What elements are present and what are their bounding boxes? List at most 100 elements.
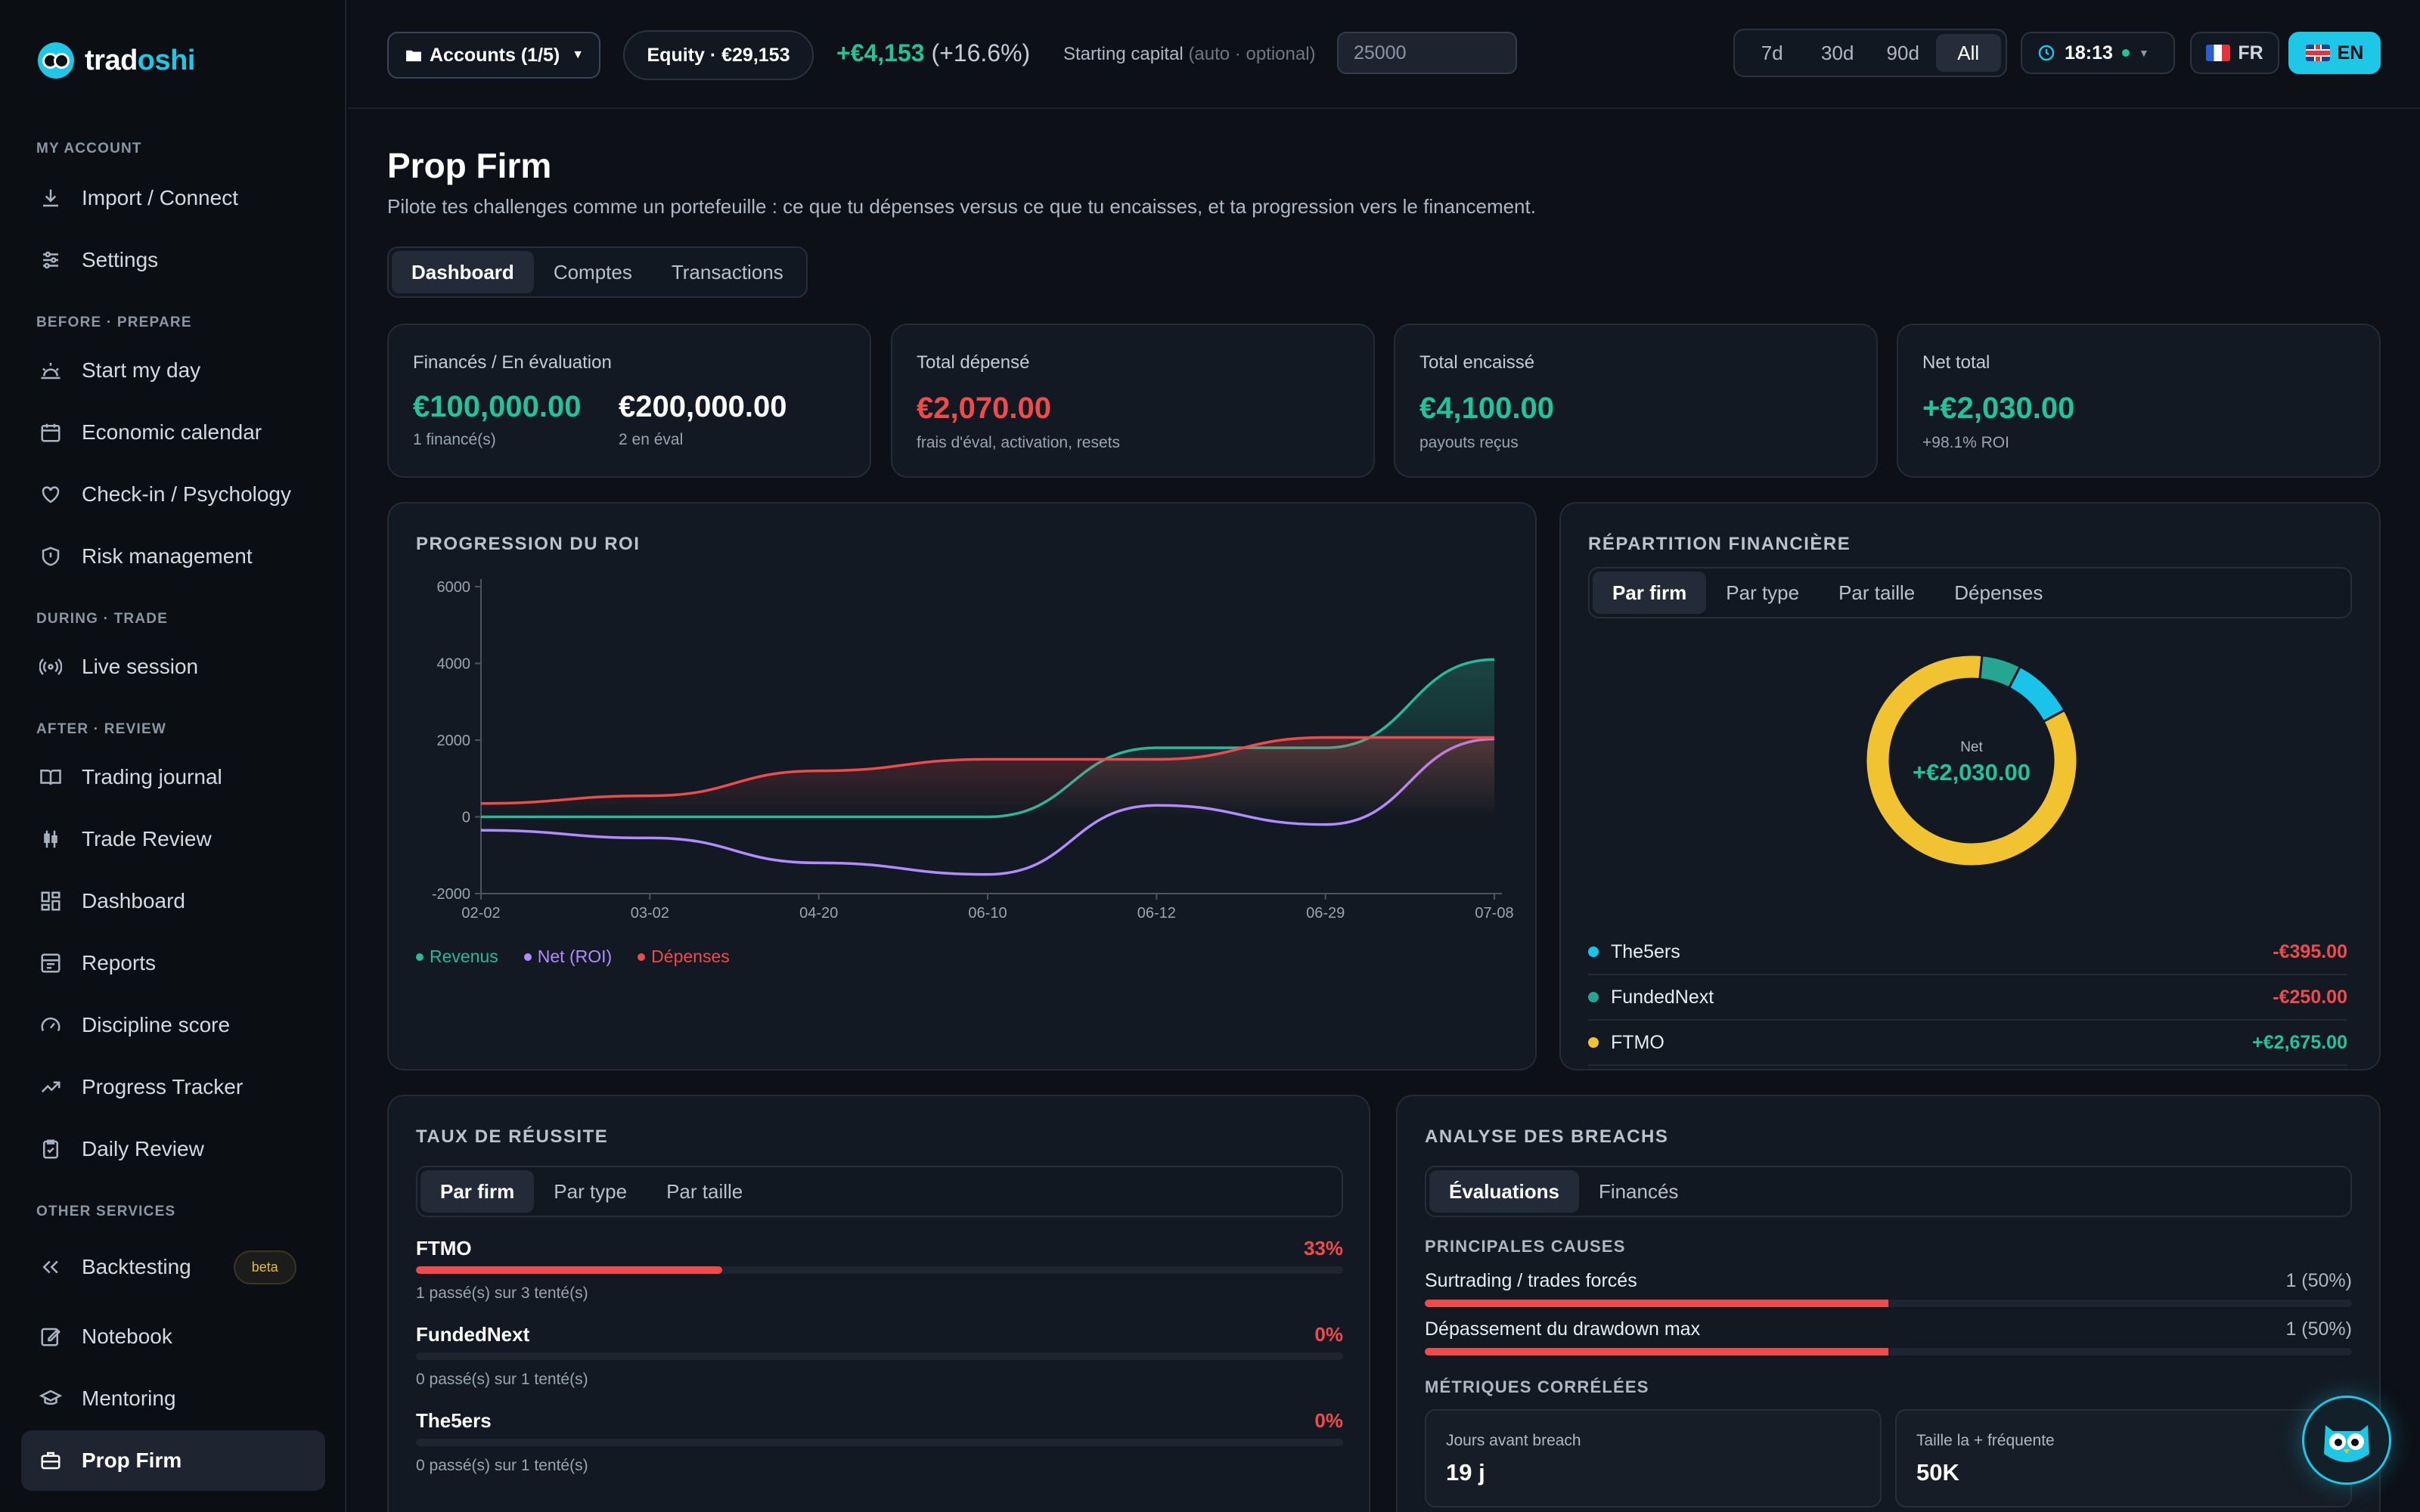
rate-sub: 0 passé(s) sur 1 tenté(s) bbox=[416, 1457, 588, 1474]
eval-value: €200,000.00 bbox=[619, 390, 787, 423]
range-all[interactable]: All bbox=[1935, 34, 2001, 72]
rewind-icon bbox=[39, 1256, 62, 1278]
nav-section-my-account: MY ACCOUNT bbox=[36, 141, 142, 156]
edit-icon bbox=[39, 1325, 62, 1348]
accounts-dropdown[interactable]: Accounts (1/5) ▼ bbox=[387, 32, 600, 79]
lang-en-label: EN bbox=[2337, 42, 2364, 64]
sidebar-item-trading-journal[interactable]: Trading journal bbox=[21, 747, 325, 807]
metric-card: Jours avant breach 19 j bbox=[1425, 1409, 1882, 1507]
funded-sub: 1 financé(s) bbox=[413, 431, 496, 448]
eval-sub: 2 en éval bbox=[619, 431, 684, 448]
sidebar-item-discipline-score[interactable]: Discipline score bbox=[21, 995, 325, 1055]
firm-row[interactable]: FTMO +€2,675.00 bbox=[1588, 1021, 2347, 1066]
firm-row[interactable]: FundedNext -€250.00 bbox=[1588, 975, 2347, 1021]
tab-par-firm[interactable]: Par firm bbox=[1593, 572, 1707, 614]
success-tabs: Par firm Par type Par taille bbox=[416, 1166, 1343, 1217]
sidebar-item-label: Daily Review bbox=[82, 1137, 204, 1160]
sidebar-item-label: Discipline score bbox=[82, 1013, 231, 1036]
x-tick-label: 06-29 bbox=[1306, 905, 1345, 922]
graduation-cap-icon bbox=[39, 1387, 62, 1410]
y-tick-label: 6000 bbox=[437, 579, 471, 596]
tab-depenses[interactable]: Dépenses bbox=[1954, 581, 2043, 604]
sidebar-item-notebook[interactable]: Notebook bbox=[21, 1306, 325, 1367]
rate-pct: 33% bbox=[1303, 1237, 1343, 1259]
nav-section-after: AFTER · REVIEW bbox=[36, 721, 166, 737]
range-30d[interactable]: 30d bbox=[1821, 41, 1854, 64]
tab-evaluations[interactable]: Évaluations bbox=[1429, 1170, 1579, 1213]
caret-down-icon: ▼ bbox=[2138, 47, 2149, 59]
range-7d[interactable]: 7d bbox=[1761, 41, 1783, 64]
legend-revenus[interactable]: Revenus bbox=[416, 947, 498, 967]
funded-value: €100,000.00 bbox=[413, 390, 582, 423]
stat-card-funded: Financés / En évaluation €100,000.00 1 f… bbox=[387, 324, 871, 478]
net-sub: +98.1% ROI bbox=[1922, 434, 2009, 451]
sidebar-item-economic-calendar[interactable]: Economic calendar bbox=[21, 402, 325, 463]
tab-par-taille[interactable]: Par taille bbox=[666, 1179, 743, 1203]
sidebar-item-prop-firm[interactable]: Prop Firm bbox=[21, 1430, 325, 1491]
sidebar-item-daily-review[interactable]: Daily Review bbox=[21, 1119, 325, 1179]
stat-label: Total encaissé bbox=[1419, 352, 1535, 373]
flag-uk-icon bbox=[2305, 45, 2330, 61]
cause-fill bbox=[1425, 1300, 1888, 1307]
grid-icon bbox=[39, 890, 62, 912]
success-title: TAUX DE RÉUSSITE bbox=[416, 1126, 609, 1147]
gauge-icon bbox=[39, 1014, 62, 1036]
flag-fr-icon bbox=[2206, 45, 2231, 61]
download-icon bbox=[39, 187, 62, 209]
rate-name: The5ers bbox=[416, 1409, 492, 1432]
rate-pct: 0% bbox=[1314, 1323, 1343, 1346]
firm-value: -€395.00 bbox=[2273, 940, 2347, 962]
sidebar-item-settings[interactable]: Settings bbox=[21, 230, 325, 290]
donut-slice-ftmo[interactable] bbox=[1864, 653, 2079, 868]
cashed-value: €4,100.00 bbox=[1419, 392, 1554, 425]
stat-card-net: Net total +€2,030.00 +98.1% ROI bbox=[1897, 324, 2381, 478]
assistant-mascot-button[interactable] bbox=[2302, 1396, 2391, 1485]
tab-par-type[interactable]: Par type bbox=[1726, 581, 1800, 604]
sidebar-item-mentoring[interactable]: Mentoring bbox=[21, 1368, 325, 1429]
clock-button[interactable]: 18:13 ▼ bbox=[2021, 32, 2175, 74]
sidebar-item-import[interactable]: Import / Connect bbox=[21, 168, 325, 228]
sidebar-item-label: Progress Tracker bbox=[82, 1075, 244, 1098]
sidebar-item-backtesting[interactable]: Backtesting beta bbox=[21, 1237, 325, 1297]
sidebar-item-start-my-day[interactable]: Start my day bbox=[21, 340, 325, 401]
tab-par-taille[interactable]: Par taille bbox=[1838, 581, 1916, 604]
series-line-net-roi- bbox=[480, 737, 1495, 876]
stat-label: Financés / En évaluation bbox=[413, 352, 612, 373]
starting-capital-input[interactable] bbox=[1337, 32, 1517, 74]
range-90d[interactable]: 90d bbox=[1886, 41, 1919, 64]
causes-heading: PRINCIPALES CAUSES bbox=[1425, 1237, 1626, 1256]
cause-label: Dépassement du drawdown max bbox=[1425, 1318, 1701, 1340]
spent-sub: frais d'éval, activation, resets bbox=[917, 434, 1120, 451]
sidebar-item-reports[interactable]: Reports bbox=[21, 933, 325, 993]
sidebar-item-dashboard[interactable]: Dashboard bbox=[21, 871, 325, 931]
metric-value: 19 j bbox=[1446, 1459, 1485, 1486]
page-title: Prop Firm bbox=[387, 146, 552, 185]
y-tick-label: 0 bbox=[462, 810, 470, 826]
sidebar-item-label: Settings bbox=[82, 248, 159, 271]
legend-depenses[interactable]: Dépenses bbox=[638, 947, 730, 967]
y-tick-label: -2000 bbox=[432, 886, 470, 903]
rate-bar bbox=[416, 1266, 1343, 1274]
tab-comptes[interactable]: Comptes bbox=[553, 260, 632, 284]
sidebar-item-check-in[interactable]: Check-in / Psychology bbox=[21, 464, 325, 525]
tab-par-firm[interactable]: Par firm bbox=[420, 1170, 535, 1213]
clipboard-check-icon bbox=[39, 1138, 62, 1160]
cashed-sub: payouts reçus bbox=[1419, 434, 1519, 451]
tab-par-type[interactable]: Par type bbox=[554, 1179, 628, 1203]
sidebar-item-live-session[interactable]: Live session bbox=[21, 637, 325, 697]
tab-dashboard[interactable]: Dashboard bbox=[392, 251, 534, 293]
tab-finances[interactable]: Financés bbox=[1598, 1179, 1679, 1203]
sidebar-item-trade-review[interactable]: Trade Review bbox=[21, 809, 325, 869]
heart-icon bbox=[39, 483, 62, 506]
series-area bbox=[481, 737, 1494, 817]
lang-fr-button[interactable]: FR bbox=[2190, 32, 2279, 74]
tab-transactions[interactable]: Transactions bbox=[671, 260, 783, 284]
cause-label: Surtrading / trades forcés bbox=[1425, 1270, 1637, 1291]
firm-row[interactable]: The5ers -€395.00 bbox=[1588, 930, 2347, 975]
sidebar-item-risk-management[interactable]: Risk management bbox=[21, 526, 325, 587]
brand-logo[interactable]: tradoshi bbox=[38, 42, 195, 79]
lang-en-button[interactable]: EN bbox=[2288, 32, 2381, 74]
sliders-icon bbox=[39, 249, 62, 271]
legend-net[interactable]: Net (ROI) bbox=[523, 947, 612, 967]
sidebar-item-progress-tracker[interactable]: Progress Tracker bbox=[21, 1057, 325, 1117]
